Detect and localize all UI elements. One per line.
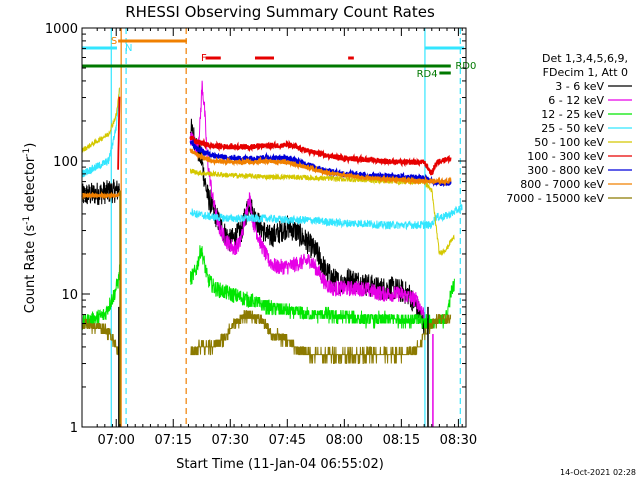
series-line (117, 96, 121, 170)
x-tick-label: 08:30 (440, 433, 477, 448)
legend-header: Det 1,3,4,5,6,9, (542, 52, 628, 65)
x-tick-label: 07:45 (269, 433, 306, 448)
plot-frame (81, 27, 467, 428)
series-line (189, 80, 425, 321)
series-line (189, 148, 452, 187)
y-axis-label-sup: -1 (22, 216, 32, 225)
y-axis-label-part: detector (23, 156, 38, 216)
legend-entry-label: 100 - 300 keV (527, 150, 604, 163)
legend-entry-label: 7000 - 15000 keV (506, 192, 604, 205)
y-tick-label: 1000 (45, 22, 78, 37)
timestamp: 14-Oct-2021 02:28 (560, 468, 636, 477)
legend-entry-label: 800 - 7000 keV (520, 178, 604, 191)
series-line (189, 203, 463, 231)
night-label: N (125, 43, 132, 54)
legend-entry-label: 3 - 6 keV (555, 80, 604, 93)
y-tick-label: 1 (70, 421, 78, 436)
chart-title: RHESSI Observing Summary Count Rates (125, 3, 435, 21)
x-tick-label: 08:15 (383, 433, 420, 448)
axes: 1 10 100 1000 07:00 07:15 07:30 07:45 08:00 08:15… (45, 22, 477, 448)
legend-entry-label: 25 - 50 keV (541, 122, 604, 135)
rd4-label: RD4 (417, 69, 438, 80)
legend: Det 1,3,4,5,6,9,FDecim 1, Att 03 - 6 keV… (506, 52, 632, 205)
y-axis-label-part: ) (23, 143, 38, 148)
y-tick-label: 10 (61, 288, 78, 303)
series-line (81, 264, 121, 330)
series-layer (81, 80, 463, 427)
series-line (81, 88, 120, 178)
x-tick-label: 08:00 (326, 433, 363, 448)
legend-entry-label: 300 - 800 keV (527, 164, 604, 177)
y-axis-label-sup: -1 (22, 148, 32, 157)
series-line (81, 87, 120, 153)
series-line (81, 191, 121, 200)
series-line (190, 310, 452, 364)
series-line (82, 318, 120, 356)
y-axis-label-part: Count Rate (s (23, 225, 38, 314)
legend-entry-label: 6 - 12 keV (548, 94, 604, 107)
x-tick-label: 07:15 (155, 433, 192, 448)
legend-entry-label: 50 - 100 keV (534, 136, 604, 149)
legend-header: FDecim 1, Att 0 (543, 66, 628, 79)
x-tick-label: 07:30 (212, 433, 249, 448)
y-axis-label: Count Rate (s-1 detector-1) (22, 143, 38, 314)
flare-label: F (201, 53, 207, 64)
y-tick-label: 100 (53, 155, 78, 170)
x-axis-label: Start Time (11-Jan-04 06:55:02) (176, 457, 384, 472)
series-line (189, 134, 452, 176)
x-tick-label: 07:00 (97, 433, 134, 448)
saa-label: S (111, 36, 117, 47)
legend-entry-label: 12 - 25 keV (541, 108, 604, 121)
series-line (189, 245, 455, 329)
series-line (81, 179, 120, 206)
